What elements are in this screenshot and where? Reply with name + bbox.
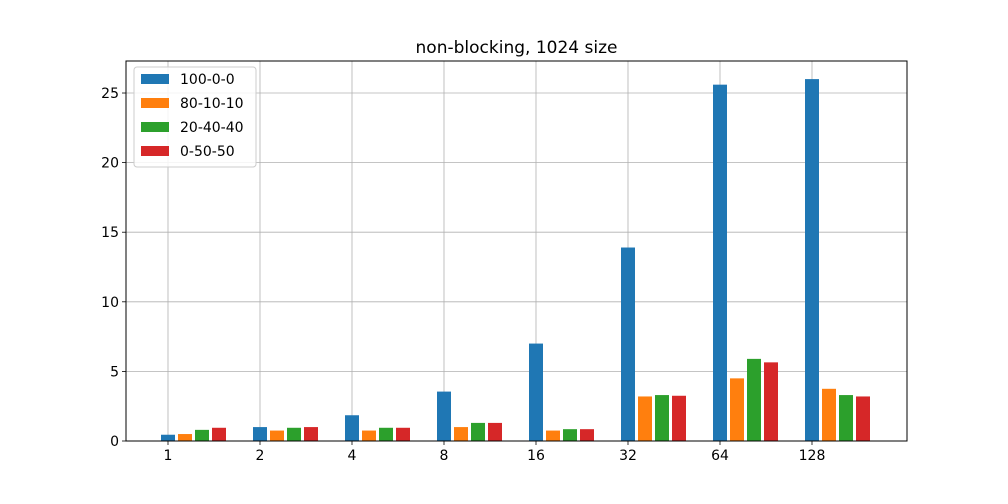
legend-label: 20-40-40 (180, 120, 244, 136)
bar-80-10-10-16 (546, 430, 560, 441)
x-tick-label: 64 (711, 448, 729, 464)
bar-100-0-0-8 (437, 391, 451, 441)
legend-label: 0-50-50 (180, 144, 235, 160)
x-tick-label: 4 (348, 448, 357, 464)
bar-100-0-0-16 (529, 343, 543, 441)
x-tick-label: 2 (256, 448, 265, 464)
bar-80-10-10-64 (730, 378, 744, 441)
y-tick-label: 25 (101, 86, 119, 102)
legend-swatch (141, 146, 169, 156)
x-axis-ticks: 1 2 4 8 16 32 64 128 (164, 441, 826, 464)
legend-label: 80-10-10 (180, 96, 244, 112)
bar-80-10-10-1 (178, 434, 192, 441)
x-tick-label: 32 (619, 448, 637, 464)
bar-0-50-50-16 (580, 429, 594, 441)
bar-80-10-10-8 (454, 427, 468, 441)
legend: 100-0-0 80-10-10 20-40-40 0-50-50 (133, 66, 257, 168)
bar-0-50-50-128 (856, 396, 870, 441)
bar-20-40-40-16 (563, 429, 577, 441)
x-tick-label: 8 (440, 448, 449, 464)
bar-80-10-10-4 (362, 430, 376, 441)
bar-20-40-40-64 (747, 358, 761, 441)
bar-0-50-50-4 (396, 427, 410, 441)
bar-20-40-40-2 (287, 427, 301, 441)
y-tick-label: 15 (101, 225, 119, 241)
y-tick-label: 10 (101, 295, 119, 311)
bar-80-10-10-32 (638, 396, 652, 441)
legend-swatch (141, 122, 169, 132)
y-tick-label: 20 (101, 156, 119, 172)
bar-80-10-10-128 (822, 388, 836, 441)
bar-20-40-40-1 (195, 429, 209, 441)
x-tick-label: 16 (527, 448, 545, 464)
y-tick-label: 0 (110, 434, 119, 450)
y-tick-label: 5 (110, 364, 119, 380)
bar-100-0-0-2 (253, 427, 267, 441)
x-tick-label: 128 (799, 448, 826, 464)
bar-20-40-40-4 (379, 427, 393, 441)
bar-100-0-0-4 (345, 415, 359, 441)
bar-100-0-0-64 (713, 84, 727, 442)
legend-label: 100-0-0 (180, 72, 235, 88)
legend-box (133, 66, 257, 168)
plot-frame (125, 60, 908, 442)
bar-20-40-40-128 (839, 395, 853, 441)
bar-80-10-10-2 (270, 430, 284, 441)
bar-100-0-0-1 (161, 434, 175, 441)
bars (161, 79, 870, 442)
bar-100-0-0-32 (621, 247, 635, 441)
bar-0-50-50-64 (764, 362, 778, 441)
x-tick-label: 1 (164, 448, 173, 464)
y-axis-ticks: 0 5 10 15 20 25 (101, 86, 126, 450)
legend-swatch (141, 74, 169, 84)
bar-20-40-40-8 (471, 422, 485, 441)
legend-swatch (141, 98, 169, 108)
bar-100-0-0-128 (805, 79, 819, 441)
bar-0-50-50-2 (304, 427, 318, 441)
bar-20-40-40-32 (655, 395, 669, 441)
bar-0-50-50-8 (488, 422, 502, 441)
bar-0-50-50-1 (212, 427, 226, 441)
bar-0-50-50-32 (672, 395, 686, 441)
chart-title: non-blocking, 1024 size (416, 38, 618, 58)
